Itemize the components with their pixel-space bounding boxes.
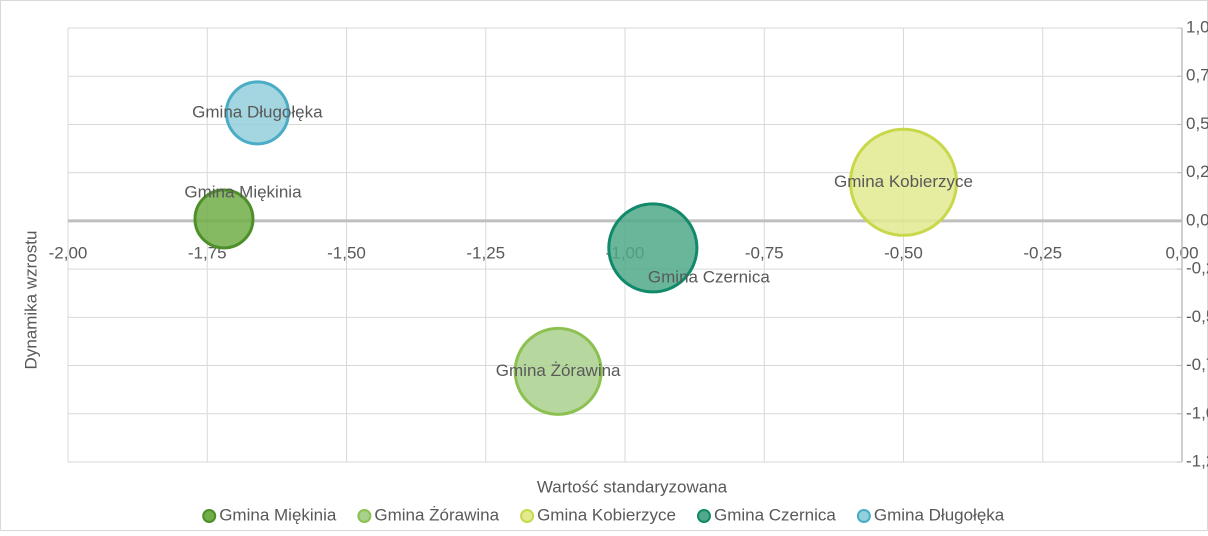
legend-label: Gmina Żórawina — [374, 505, 499, 524]
data-label: Gmina Kobierzyce — [834, 172, 973, 191]
x-tick-label: -2,00 — [49, 243, 88, 262]
x-axis-title: Wartość standaryzowana — [537, 477, 728, 496]
y-tick-label: -0,25 — [1186, 259, 1208, 278]
x-tick-label: -0,25 — [1023, 243, 1062, 262]
legend: Gmina Miękinia Gmina Żórawina Gmina Kobier… — [202, 505, 1005, 524]
y-axis-title: Dynamika wzrostu — [21, 231, 40, 370]
x-tick-label: -0,75 — [745, 243, 784, 262]
legend-marker — [357, 509, 372, 523]
y-tick-label: 0,25 — [1186, 162, 1208, 181]
y-tick-label: -0,75 — [1186, 355, 1208, 374]
legend-label: Gmina Długołęka — [874, 505, 1005, 524]
bubble — [193, 188, 255, 250]
y-tick-label: 0,00 — [1186, 210, 1208, 229]
data-label: Gmina Żórawina — [496, 361, 621, 380]
x-tick-label: -1,25 — [466, 243, 505, 262]
y-tick-label: -0,50 — [1186, 307, 1208, 326]
x-tick-label: -1,50 — [327, 243, 366, 262]
bubble — [224, 80, 290, 146]
y-tick-label: 0,50 — [1186, 114, 1208, 133]
bubble — [607, 202, 699, 294]
legend-marker — [696, 509, 711, 523]
data-label: Gmina Czernica — [648, 267, 770, 286]
y-tick-label: 1,00 — [1186, 17, 1208, 36]
bubble — [849, 127, 958, 237]
legend-marker — [856, 509, 871, 523]
y-tick-label: -1,25 — [1186, 451, 1208, 470]
y-tick-label: -1,00 — [1186, 403, 1208, 422]
legend-marker — [520, 509, 535, 523]
y-tick-label: 0,75 — [1186, 66, 1208, 85]
legend-label: Gmina Czernica — [714, 505, 836, 524]
legend-label: Gmina Miękinia — [219, 505, 337, 524]
data-label: Gmina Długołęka — [192, 102, 323, 121]
legend-marker — [202, 509, 217, 523]
bubble — [513, 326, 603, 416]
data-label: Gmina Miękinia — [184, 182, 302, 201]
x-tick-label: -0,50 — [884, 243, 923, 262]
legend-label: Gmina Kobierzyce — [537, 505, 676, 524]
